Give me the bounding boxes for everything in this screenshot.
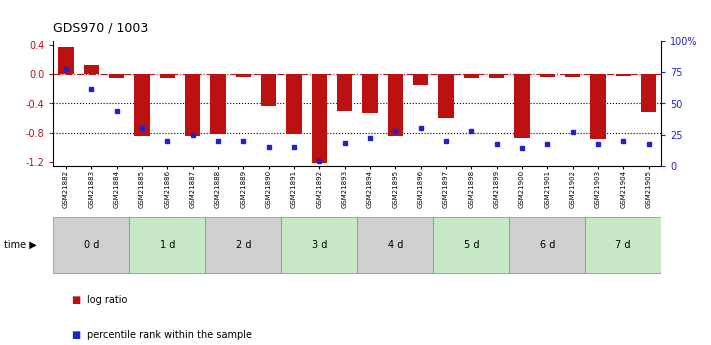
Bar xyxy=(565,74,580,77)
Text: log ratio: log ratio xyxy=(87,295,127,305)
Bar xyxy=(616,74,631,76)
Bar xyxy=(514,74,530,138)
Bar xyxy=(235,74,251,77)
Text: percentile rank within the sample: percentile rank within the sample xyxy=(87,330,252,339)
Text: GDS970 / 1003: GDS970 / 1003 xyxy=(53,21,149,34)
Bar xyxy=(210,74,225,134)
Bar xyxy=(84,65,99,74)
Text: 3 d: 3 d xyxy=(311,240,327,250)
Text: 5 d: 5 d xyxy=(464,240,479,250)
Bar xyxy=(287,74,301,134)
Bar xyxy=(438,74,454,118)
Bar xyxy=(261,74,276,106)
Bar xyxy=(53,217,129,273)
Bar xyxy=(590,74,606,139)
Bar xyxy=(363,74,378,113)
Bar xyxy=(109,74,124,78)
Bar xyxy=(413,74,428,85)
Bar xyxy=(585,217,661,273)
Bar xyxy=(129,217,205,273)
Text: time ▶: time ▶ xyxy=(4,240,36,250)
Bar xyxy=(311,74,327,164)
Bar xyxy=(464,74,479,78)
Bar xyxy=(509,217,585,273)
Text: 6 d: 6 d xyxy=(540,240,555,250)
Bar xyxy=(540,74,555,77)
Text: ■: ■ xyxy=(71,330,80,339)
Bar xyxy=(337,74,352,111)
Bar xyxy=(641,74,656,112)
Bar xyxy=(357,217,433,273)
Text: 1 d: 1 d xyxy=(160,240,175,250)
Bar xyxy=(205,217,282,273)
Bar xyxy=(489,74,504,78)
Text: 7 d: 7 d xyxy=(616,240,631,250)
Text: ■: ■ xyxy=(71,295,80,305)
Bar xyxy=(433,217,509,273)
Bar xyxy=(185,74,201,136)
Text: 0 d: 0 d xyxy=(84,240,99,250)
Bar xyxy=(134,74,149,136)
Bar xyxy=(387,74,403,136)
Bar xyxy=(160,74,175,78)
Text: 4 d: 4 d xyxy=(387,240,403,250)
Bar xyxy=(282,217,358,273)
Text: 2 d: 2 d xyxy=(235,240,251,250)
Bar xyxy=(58,47,73,74)
